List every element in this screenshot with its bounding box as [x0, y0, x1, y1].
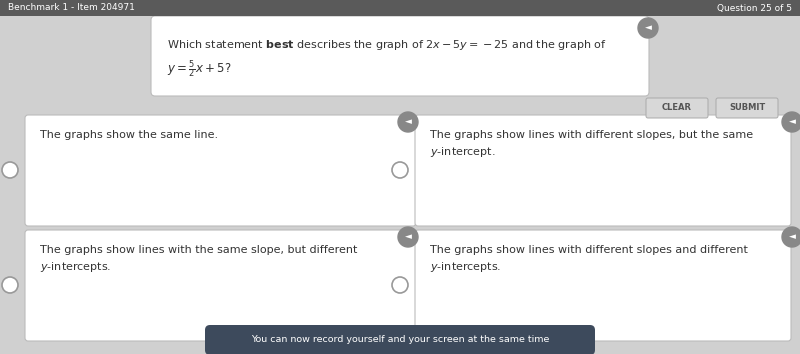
Text: Which statement $\bf{best}$ describes the graph of $2x - 5y = -25$ and the graph: Which statement $\bf{best}$ describes th… — [167, 38, 607, 52]
Text: The graphs show lines with different slopes and different: The graphs show lines with different slo… — [430, 245, 748, 255]
Text: Benchmark 1 - Item 204971: Benchmark 1 - Item 204971 — [8, 4, 135, 12]
FancyBboxPatch shape — [646, 98, 708, 118]
Text: $y$-intercepts.: $y$-intercepts. — [430, 260, 502, 274]
Text: You can now record yourself and your screen at the same time: You can now record yourself and your scr… — [251, 336, 549, 344]
FancyBboxPatch shape — [25, 230, 416, 341]
FancyBboxPatch shape — [0, 0, 800, 16]
Text: ◄: ◄ — [789, 118, 795, 126]
Text: ◄: ◄ — [405, 233, 411, 241]
Text: SUBMIT: SUBMIT — [729, 103, 765, 113]
FancyBboxPatch shape — [716, 98, 778, 118]
FancyBboxPatch shape — [151, 16, 649, 96]
Text: Question 25 of 5: Question 25 of 5 — [717, 4, 792, 12]
Circle shape — [2, 277, 18, 293]
Text: The graphs show lines with the same slope, but different: The graphs show lines with the same slop… — [40, 245, 358, 255]
Circle shape — [638, 18, 658, 38]
Text: ◄: ◄ — [405, 118, 411, 126]
FancyBboxPatch shape — [415, 230, 791, 341]
Text: $y$-intercept.: $y$-intercept. — [430, 145, 495, 159]
FancyBboxPatch shape — [25, 115, 416, 226]
Circle shape — [392, 162, 408, 178]
Text: ◄: ◄ — [789, 233, 795, 241]
Text: CLEAR: CLEAR — [662, 103, 692, 113]
Circle shape — [782, 227, 800, 247]
Circle shape — [2, 162, 18, 178]
Text: The graphs show the same line.: The graphs show the same line. — [40, 130, 218, 140]
Text: ◄: ◄ — [645, 23, 651, 33]
FancyBboxPatch shape — [205, 325, 595, 354]
Circle shape — [398, 112, 418, 132]
Text: The graphs show lines with different slopes, but the same: The graphs show lines with different slo… — [430, 130, 753, 140]
Circle shape — [398, 227, 418, 247]
Text: $y$-intercepts.: $y$-intercepts. — [40, 260, 111, 274]
Text: $y = \frac{5}{2}x + 5$?: $y = \frac{5}{2}x + 5$? — [167, 58, 232, 80]
Circle shape — [782, 112, 800, 132]
Circle shape — [392, 277, 408, 293]
FancyBboxPatch shape — [415, 115, 791, 226]
